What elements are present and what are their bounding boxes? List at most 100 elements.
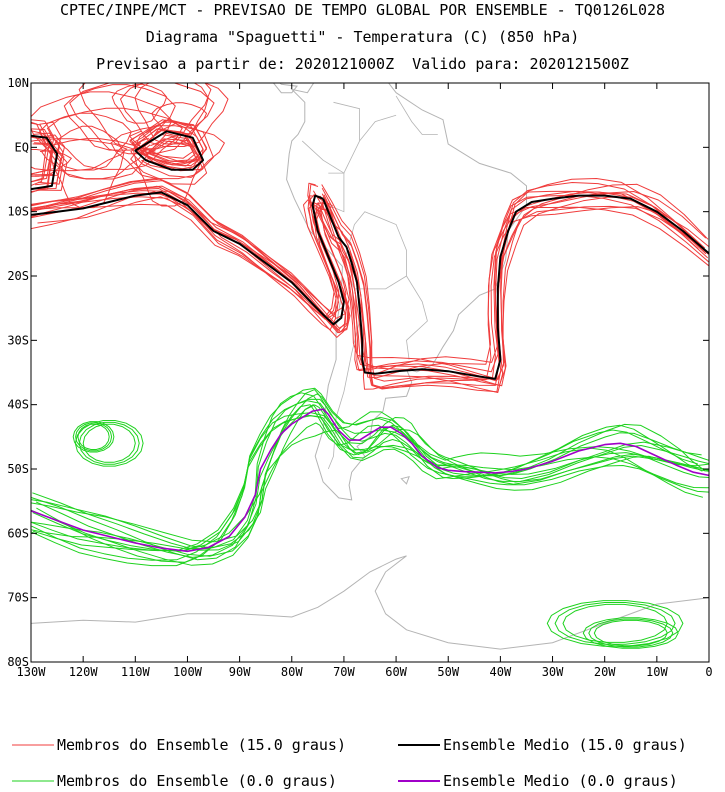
- member-0-graus-blob-0-0: [82, 423, 136, 463]
- member-15-graus-tropical-9: [110, 125, 226, 180]
- member-15-graus-1-10: [321, 178, 701, 380]
- member-15-graus-tropical-13: [31, 149, 73, 177]
- member-15-graus-1-3: [321, 187, 709, 382]
- legend-label-0: Membros do Ensemble (15.0 graus): [57, 736, 346, 754]
- member-0-graus-4-6: [31, 392, 706, 549]
- x-tick-label-7: 60W: [385, 665, 407, 679]
- member-0-graus-blob-3-2: [582, 617, 679, 649]
- member-15-graus-tropical-6: [31, 138, 128, 172]
- member-15-graus-0-5: [31, 192, 335, 318]
- member-15-graus-tropical-15: [151, 102, 208, 136]
- member-15-graus-tropical-11: [134, 83, 209, 145]
- member-15-graus-tropical-8: [46, 107, 183, 170]
- central-america-coastline: [272, 83, 298, 94]
- member-15-graus-0-2: [31, 180, 349, 333]
- chart-subtitle-dates: Previsao a partir de: 2020121000Z Valido…: [96, 55, 629, 73]
- member-15-graus-tropical-5: [69, 83, 215, 155]
- member-15-graus-1-11: [321, 183, 709, 375]
- ensemble-mean-layer: [31, 130, 709, 553]
- country-border-5: [301, 101, 360, 174]
- coastline-layer: [31, 83, 709, 650]
- member-15-graus-1-9: [323, 191, 709, 393]
- member-15-graus-tropical-1: [63, 84, 176, 151]
- x-tick-label-5: 80W: [281, 665, 303, 679]
- axes-layer: 130W 120W 110W 100W 90W 80W 70W 60W 50W 40W 30W 20W…: [7, 76, 712, 679]
- y-tick-label-9: 80S: [7, 655, 29, 669]
- legend-label-2: Membros do Ensemble (0.0 graus): [57, 772, 337, 790]
- y-tick-label-0: 10N: [7, 76, 29, 90]
- member-15-graus-0-4: [31, 185, 350, 319]
- ensemble-mean-15-graus-0: [31, 191, 345, 326]
- member-0-graus-blob-3-1: [588, 618, 674, 648]
- x-tick-label-1: 120W: [69, 665, 99, 679]
- member-0-graus-4-7: [31, 398, 698, 552]
- member-0-graus-4-8: [35, 404, 709, 558]
- y-tick-label-2: 10S: [7, 205, 29, 219]
- member-0-graus-4-4: [32, 393, 703, 551]
- member-0-graus-4-0: [31, 404, 709, 557]
- ensemble-mean-15-graus-1: [322, 194, 709, 380]
- member-0-graus-blob-2-0: [562, 603, 668, 643]
- member-15-graus-0-12: [31, 185, 350, 334]
- map-layer: [31, 83, 709, 650]
- member-0-graus-4-11: [32, 387, 702, 552]
- y-tick-label-1: EQ: [15, 140, 29, 154]
- member-15-graus-1-6: [317, 192, 702, 386]
- member-15-graus-1-7: [312, 190, 707, 379]
- member-15-graus-1-8: [322, 196, 709, 390]
- ensemble-mean-0-graus: [31, 408, 709, 553]
- member-15-graus-3-10: [129, 128, 194, 159]
- x-tick-label-6: 70W: [333, 665, 355, 679]
- member-15-graus-tropical-0: [39, 112, 132, 171]
- member-15-graus-0-0: [31, 203, 339, 320]
- member-0-graus-blob-1-1: [75, 422, 113, 452]
- member-0-graus-blob-1-2: [72, 421, 115, 453]
- member-15-graus-tropical-10: [41, 138, 145, 180]
- x-tick-label-4: 90W: [229, 665, 251, 679]
- south-america-coastline: [286, 83, 527, 501]
- x-tick-label-0: 130W: [17, 665, 47, 679]
- x-tick-label-3: 100W: [173, 665, 203, 679]
- legend-label-1: Ensemble Medio (15.0 graus): [443, 736, 687, 754]
- y-tick-label-5: 40S: [7, 398, 29, 412]
- falkland-islands: [400, 475, 410, 485]
- member-0-graus-4-12: [31, 389, 709, 543]
- chart-header-line-1: CPTEC/INPE/MCT - PREVISAO DE TEMPO GLOBA…: [59, 1, 666, 19]
- member-0-graus-4-13: [31, 400, 709, 561]
- country-border-6: [359, 114, 397, 142]
- country-border-4: [328, 172, 345, 213]
- member-15-graus-3-9: [130, 136, 208, 185]
- x-tick-label-8: 50W: [437, 665, 459, 679]
- y-tick-label-3: 20S: [7, 269, 29, 283]
- member-15-graus-3-12: [142, 119, 208, 162]
- x-tick-label-10: 30W: [542, 665, 564, 679]
- member-0-graus-blob-3-0: [593, 619, 668, 647]
- member-15-graus-tropical-7: [119, 83, 229, 147]
- antarctica-coastline: [31, 555, 709, 650]
- member-15-graus-1-12: [311, 191, 699, 393]
- member-0-graus-blob-1-0: [77, 423, 110, 450]
- country-border-0: [343, 211, 407, 276]
- plot-frame: [30, 82, 710, 663]
- x-tick-label-13: 0: [705, 665, 712, 679]
- y-tick-label-6: 50S: [7, 462, 29, 476]
- member-0-graus-4-10: [31, 414, 704, 567]
- member-0-graus-blob-2-1: [554, 602, 676, 645]
- member-0-graus-4-9: [32, 425, 709, 552]
- x-tick-label-12: 10W: [646, 665, 668, 679]
- country-border-3: [406, 275, 428, 360]
- x-tick-label-9: 40W: [490, 665, 512, 679]
- ensemble-mean-15-graus-3: [134, 130, 205, 171]
- y-tick-label-7: 60S: [7, 526, 29, 540]
- legend-label-3: Ensemble Medio (0.0 graus): [443, 772, 678, 790]
- country-border-7: [395, 95, 438, 135]
- chart-title: Diagrama "Spaguetti" - Temperatura (C) (…: [145, 28, 580, 46]
- member-15-graus-1-4: [317, 182, 707, 387]
- x-tick-label-11: 20W: [594, 665, 616, 679]
- member-15-graus-tropical-12: [132, 121, 204, 207]
- ensemble-mean-15-graus-2: [31, 134, 59, 191]
- member-15-graus-tropical-14: [111, 83, 168, 124]
- legend: Membros do Ensemble (15.0 graus) Ensemble…: [12, 736, 687, 790]
- y-tick-label-8: 70S: [7, 591, 29, 605]
